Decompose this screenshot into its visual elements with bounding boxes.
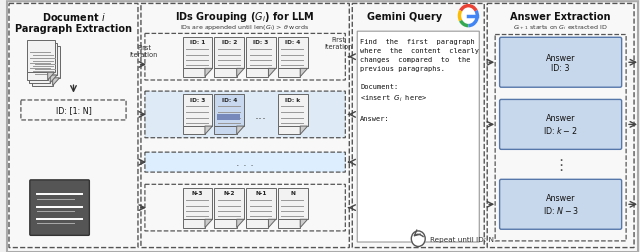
FancyBboxPatch shape [214, 95, 244, 127]
FancyBboxPatch shape [27, 73, 48, 81]
Polygon shape [237, 69, 244, 77]
FancyBboxPatch shape [145, 92, 346, 138]
FancyBboxPatch shape [357, 32, 479, 242]
FancyBboxPatch shape [7, 2, 638, 252]
Polygon shape [205, 219, 212, 228]
Text: First
Iteration: First Iteration [324, 37, 353, 50]
Polygon shape [300, 69, 308, 77]
Polygon shape [48, 73, 54, 81]
FancyBboxPatch shape [278, 38, 308, 69]
Text: ...: ... [255, 108, 267, 121]
Text: Paragraph Extraction: Paragraph Extraction [15, 24, 132, 34]
FancyBboxPatch shape [246, 188, 276, 219]
Text: ID: 4: ID: 4 [285, 40, 300, 45]
FancyBboxPatch shape [246, 219, 268, 228]
Text: ID: [1: N]: ID: [1: N] [56, 106, 92, 115]
Text: N-3: N-3 [192, 190, 204, 195]
FancyBboxPatch shape [145, 152, 346, 172]
Text: IDs Grouping ($G_i$) for LLM: IDs Grouping ($G_i$) for LLM [175, 10, 315, 23]
FancyBboxPatch shape [182, 219, 205, 228]
FancyBboxPatch shape [182, 127, 205, 135]
Text: ID: 2: ID: 2 [221, 40, 237, 45]
Polygon shape [205, 69, 212, 77]
Text: ⋮: ⋮ [553, 157, 568, 172]
FancyBboxPatch shape [214, 219, 237, 228]
FancyBboxPatch shape [246, 38, 276, 69]
FancyBboxPatch shape [214, 127, 237, 135]
Text: $G_{i+1}$ starts on $G_i$ extracted ID: $G_{i+1}$ starts on $G_i$ extracted ID [513, 23, 608, 32]
FancyBboxPatch shape [214, 69, 237, 77]
Text: Answer Extraction: Answer Extraction [510, 12, 611, 22]
Text: ID: 3: ID: 3 [253, 40, 269, 45]
Polygon shape [237, 219, 244, 228]
FancyBboxPatch shape [32, 46, 60, 78]
Text: Answer
ID: 3: Answer ID: 3 [546, 53, 575, 73]
FancyBboxPatch shape [182, 38, 212, 69]
FancyBboxPatch shape [214, 188, 244, 219]
Text: N-2: N-2 [223, 190, 235, 195]
Circle shape [458, 6, 478, 28]
FancyBboxPatch shape [29, 76, 50, 83]
FancyBboxPatch shape [214, 38, 244, 69]
Text: . . .: . . . [236, 158, 254, 167]
Text: Answer
ID: $k-2$: Answer ID: $k-2$ [543, 114, 578, 136]
FancyBboxPatch shape [500, 180, 621, 229]
FancyBboxPatch shape [278, 188, 308, 219]
Text: ID: 4: ID: 4 [221, 97, 237, 102]
Polygon shape [237, 127, 244, 135]
Polygon shape [52, 78, 60, 86]
FancyBboxPatch shape [278, 69, 300, 77]
Text: ID: 3: ID: 3 [190, 97, 205, 102]
Polygon shape [205, 127, 212, 135]
Text: N-1: N-1 [255, 190, 267, 195]
FancyBboxPatch shape [278, 219, 300, 228]
FancyBboxPatch shape [30, 180, 90, 235]
FancyBboxPatch shape [500, 38, 621, 88]
FancyBboxPatch shape [29, 44, 57, 76]
FancyBboxPatch shape [182, 188, 212, 219]
Polygon shape [50, 76, 57, 83]
Polygon shape [268, 69, 276, 77]
Text: Document $\it{i}$: Document $\it{i}$ [42, 11, 106, 23]
FancyBboxPatch shape [27, 41, 54, 73]
FancyBboxPatch shape [217, 115, 240, 120]
FancyBboxPatch shape [182, 95, 212, 127]
FancyBboxPatch shape [182, 69, 205, 77]
FancyBboxPatch shape [246, 69, 268, 77]
Text: N: N [291, 190, 295, 195]
Text: Answer
ID: $N-3$: Answer ID: $N-3$ [543, 194, 579, 215]
Text: Gemini Query: Gemini Query [367, 12, 442, 22]
Text: Repeat until ID: N: Repeat until ID: N [430, 236, 494, 242]
Text: Find  the  first  paragraph
where  the  content  clearly
changes  compared  to  : Find the first paragraph where the conte… [360, 39, 479, 122]
FancyBboxPatch shape [278, 95, 308, 127]
FancyBboxPatch shape [32, 78, 52, 86]
FancyBboxPatch shape [278, 127, 300, 135]
Text: First
Iteration: First Iteration [130, 45, 158, 57]
Polygon shape [300, 127, 308, 135]
Polygon shape [300, 219, 308, 228]
Text: ID: k: ID: k [285, 97, 300, 102]
Polygon shape [268, 219, 276, 228]
FancyBboxPatch shape [500, 100, 621, 150]
Text: IDs are appended until len($G_i$) > $\theta$ words: IDs are appended until len($G_i$) > $\th… [180, 23, 310, 32]
Text: ID: 1: ID: 1 [190, 40, 205, 45]
Circle shape [412, 231, 425, 246]
